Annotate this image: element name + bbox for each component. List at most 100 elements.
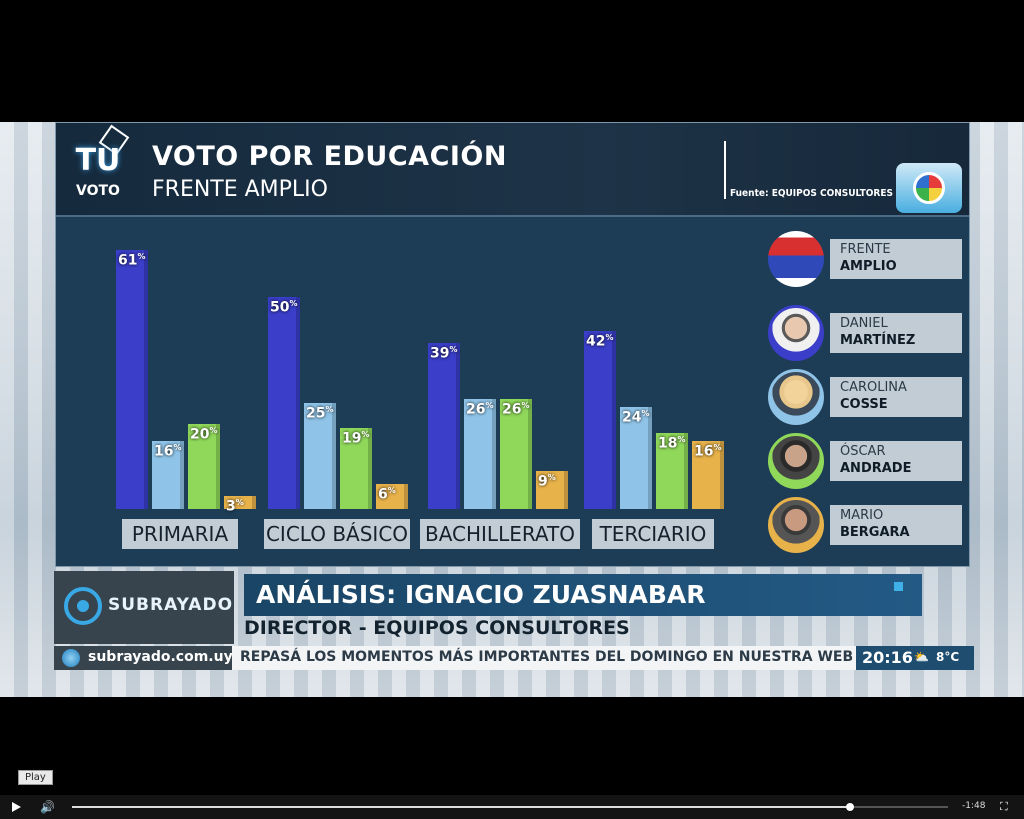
bar-bergara-0 [224,496,256,509]
bar-andrade-1 [340,428,372,509]
lower-third: SUBRAYADO ANÁLISIS: IGNACIO ZUASNABAR DI… [54,571,974,671]
bar-value-label: 9% [538,472,556,490]
legend-item-martinez: DANIEL MARTÍNEZ [768,305,968,363]
header-divider [724,141,726,199]
legend-item-cosse: CAROLINA COSSE [768,369,968,427]
play-tooltip: Play [18,770,53,785]
bar-bergara-1 [376,483,408,509]
speaker-role: DIRECTOR - EQUIPOS CONSULTORES [244,617,630,639]
tu-voto-logo: TU VOTO [70,124,130,205]
bar-value-label: 16% [154,443,182,460]
bar-chart: 61% 16% 20% 3% PRIMARIA 50% 25% 19% 6% CICLO BÁSI… [56,217,756,567]
website-box: subrayado.com.uy [54,646,233,670]
bar-cosse-1 [304,402,336,509]
avatar [768,305,824,361]
bar-martinez-0 [116,249,148,509]
bar-bergara-3 [692,441,724,509]
avatar [768,497,824,553]
legend-label-line1: CAROLINA [840,380,907,395]
source-label: Fuente: EQUIPOS CONSULTORES [730,188,893,199]
legend-label-line2: COSSE [840,397,888,412]
bar-value-label: 6% [378,485,396,503]
seek-handle[interactable] [845,803,854,811]
bar-martinez-3 [584,330,616,509]
bar-andrade-3 [656,432,688,509]
graphic-title: VOTO POR EDUCACIÓN [152,141,507,172]
seek-bar[interactable] [72,803,948,811]
partly-cloudy-icon: ⛅ [914,650,929,664]
category-label: BACHILLERATO [420,519,580,549]
legend-label-line1: FRENTE [840,242,891,257]
legend-label-box: FRENTE AMPLIO [830,239,962,279]
bar-value-label: 42% [586,332,614,350]
channel-logo-icon [913,172,945,204]
avatar [768,433,824,489]
player-controls: 🔊 -1:48 ⛶ [0,795,1024,819]
bar-value-label: 18% [658,434,686,452]
subrayado-logo: SUBRAYADO [54,571,234,644]
category-label: TERCIARIO [592,519,714,549]
flag-icon [768,231,824,287]
time-remaining: -1:48 [962,801,986,811]
play-icon[interactable] [8,800,24,814]
bar-andrade-0 [188,424,220,509]
legend-item-bergara: MARIO BERGARA [768,497,968,555]
legend-label-box: MARIO BERGARA [830,505,962,545]
legend-label-line2: BERGARA [840,525,910,540]
bar-cosse-0 [152,441,184,509]
legend-label-line2: AMPLIO [840,259,897,274]
website-label: subrayado.com.uy [88,649,233,665]
legend-label-line1: ÓSCAR [840,444,886,459]
graphic-header: TU VOTO VOTO POR EDUCACIÓN FRENTE AMPLIO… [56,123,969,217]
accent-square [894,582,903,591]
legend-label-line2: ANDRADE [840,461,912,476]
bar-value-label: 20% [190,426,218,443]
bar-martinez-2 [428,343,460,509]
legend-label-box: DANIEL MARTÍNEZ [830,313,962,353]
category-label: PRIMARIA [122,519,238,549]
bar-cosse-3 [620,407,652,509]
bar-value-label: 16% [694,443,722,460]
channel-logo [896,163,962,213]
eye-icon [64,587,102,625]
temperature: 8°C [936,650,960,664]
bar-value-label: 26% [502,400,530,418]
legend-label-box: CAROLINA COSSE [830,377,962,417]
channel-name: SUBRAYADO [108,595,234,615]
news-ticker: subrayado.com.uy REPASÁ LOS MOMENTOS MÁS… [54,646,974,670]
clock-box: 20:16 ⛅ 8°C [856,646,974,670]
logo-tu-text: TU [75,143,121,178]
seek-progress [72,806,850,808]
legend-item-frente-amplio: FRENTE AMPLIO [768,231,968,289]
bar-value-label: 39% [430,345,458,362]
bar-martinez-1 [268,296,300,509]
legend-label-line1: MARIO [840,508,884,523]
bar-value-label: 3% [226,498,244,515]
bar-value-label: 50% [270,298,298,316]
bar-value-label: 19% [342,430,370,447]
graphic-subtitle: FRENTE AMPLIO [152,177,328,202]
globe-icon [62,649,80,667]
bar-value-label: 25% [306,404,334,422]
ticker-text: REPASÁ LOS MOMENTOS MÁS IMPORTANTES DEL … [240,649,854,665]
legend-item-andrade: ÓSCAR ANDRADE [768,433,968,491]
name-bar: ANÁLISIS: IGNACIO ZUASNABAR [244,574,922,616]
video-frame[interactable]: TU VOTO VOTO POR EDUCACIÓN FRENTE AMPLIO… [0,122,1024,697]
bar-value-label: 26% [466,400,494,418]
volume-icon[interactable]: 🔊 [40,800,55,814]
bar-cosse-2 [464,398,496,509]
speaker-name: ANÁLISIS: IGNACIO ZUASNABAR [256,580,706,609]
legend-label-line1: DANIEL [840,316,888,331]
bar-value-label: 61% [118,251,146,269]
category-label: CICLO BÁSICO [264,519,410,549]
graphic-panel: TU VOTO VOTO POR EDUCACIÓN FRENTE AMPLIO… [55,122,970,567]
avatar [768,369,824,425]
clock-time: 20:16 [862,648,913,667]
logo-voto-text: VOTO [76,183,120,199]
bar-andrade-2 [500,398,532,509]
legend-label-line2: MARTÍNEZ [840,333,916,348]
legend-label-box: ÓSCAR ANDRADE [830,441,962,481]
fullscreen-icon[interactable]: ⛶ [1000,800,1008,813]
bar-bergara-2 [536,470,568,509]
bar-value-label: 24% [622,409,650,426]
